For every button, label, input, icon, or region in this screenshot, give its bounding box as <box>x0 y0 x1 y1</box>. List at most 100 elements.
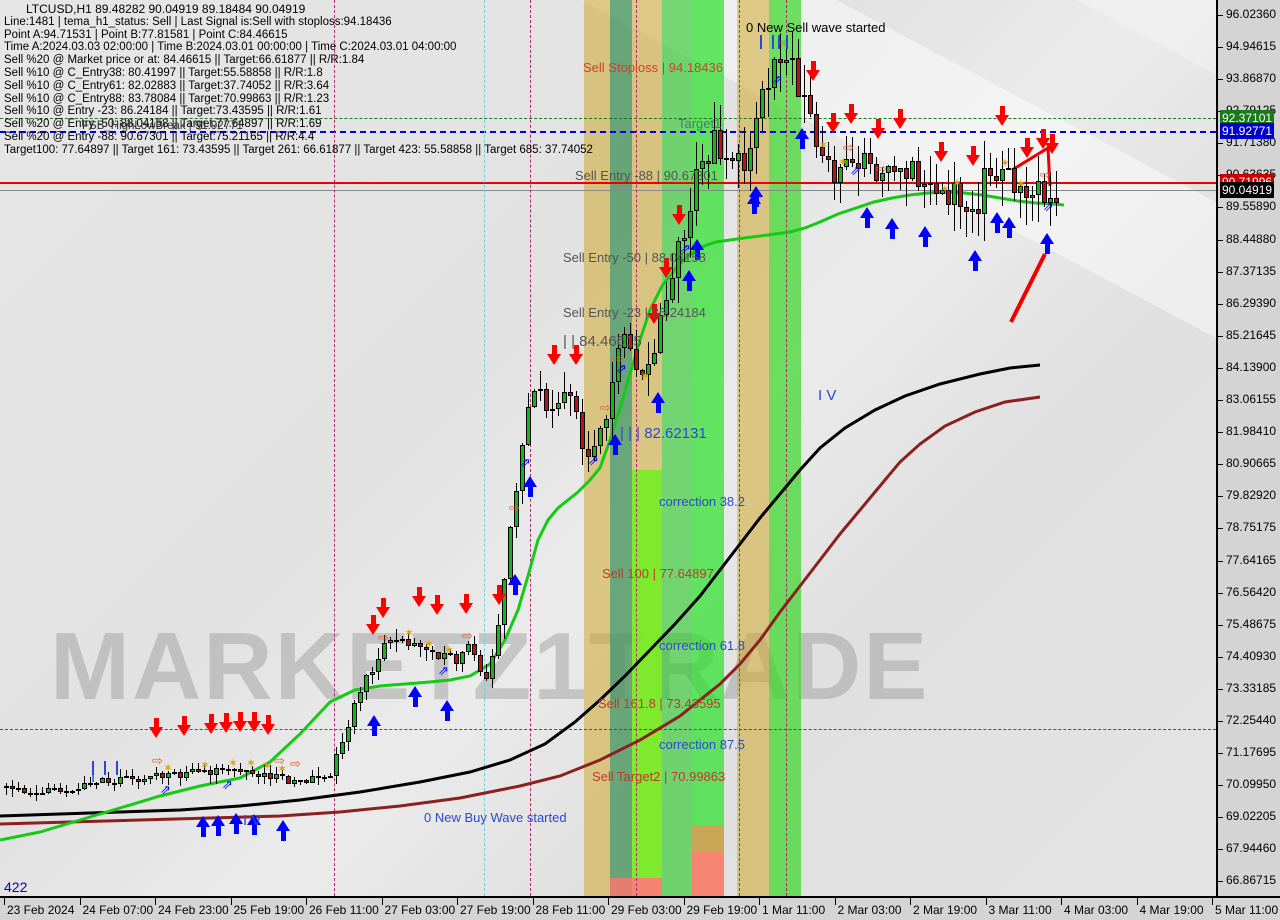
candle-body <box>322 776 327 779</box>
time-tick-label: 27 Feb 19:00 <box>460 903 531 917</box>
price-tick <box>1218 303 1223 305</box>
buy-arrow-stem <box>972 260 978 271</box>
candle-body <box>280 774 285 777</box>
candle-body <box>694 169 699 212</box>
sell-arrow-stem <box>208 713 214 724</box>
time-tick <box>608 898 609 905</box>
time-divider <box>636 0 637 896</box>
sell-arrow-icon <box>995 114 1009 126</box>
open-sell-arrow-icon: ⇨ <box>876 161 887 177</box>
time-tick-label: 23 Feb 2024 <box>7 903 75 917</box>
time-tick-label: 5 Mar 11:00 <box>1215 903 1279 917</box>
open-buy-arrow-icon: ⇗ <box>160 782 171 798</box>
candle-body <box>190 769 195 772</box>
sell-arrow-stem <box>1049 134 1055 145</box>
candle-body <box>1042 181 1047 203</box>
price-badge-target-line[interactable]: 92.37101 <box>1220 110 1275 126</box>
price-tick <box>1218 367 1223 369</box>
sell-arrow-icon <box>376 606 390 618</box>
candle-body <box>748 147 753 171</box>
info-panel: LTCUSD,H1 89.48282 90.04919 89.18484 90.… <box>4 3 593 157</box>
price-badge-highlow-break[interactable]: 91.92771 <box>1220 123 1275 139</box>
candle-wick <box>972 191 973 234</box>
candle-wick <box>138 775 139 790</box>
candle-body <box>814 113 819 147</box>
candle-wick <box>414 637 415 648</box>
time-axis[interactable]: 23 Feb 2024 24 Feb 07:00 24 Feb 23:00 25 Fe… <box>0 896 1280 920</box>
time-divider <box>786 0 787 896</box>
candle-body <box>1054 198 1059 204</box>
candle-body <box>154 773 159 776</box>
time-tick <box>910 898 911 905</box>
time-tick-label: 26 Feb 11:00 <box>309 903 379 917</box>
open-sell-arrow-icon: ⇨ <box>290 756 301 772</box>
candle-body <box>466 643 471 652</box>
info-line-centry88: Sell %10 @ C_Entry88: 83.78084 || Target… <box>4 92 330 105</box>
candle-body <box>172 771 177 774</box>
star-marker-icon: ✶ <box>246 755 257 770</box>
buy-arrow-icon <box>247 813 261 825</box>
candle-body <box>100 778 105 783</box>
sell-arrow-stem <box>416 587 422 598</box>
open-buy-arrow-icon: ⇗ <box>520 455 531 471</box>
price-tick-label: 85.21645 <box>1226 327 1277 342</box>
sell-arrow-stem <box>848 103 854 114</box>
buy-arrow-stem <box>612 445 618 456</box>
candle-wick <box>858 145 859 197</box>
candle-body <box>1036 181 1041 196</box>
sell-arrow-icon <box>149 726 163 738</box>
candle-wick <box>6 782 7 796</box>
candle-wick <box>996 158 997 189</box>
candle-body <box>208 770 213 776</box>
candle-body <box>700 161 705 169</box>
sell-arrow-stem <box>830 113 836 124</box>
sell-arrow-stem <box>810 60 816 71</box>
candle-body <box>808 94 813 114</box>
highlow-break-label: FSB_HighLowBreak | 91.92771 <box>82 120 243 132</box>
buy-arrow-icon <box>885 218 899 230</box>
sell-arrow-icon <box>247 721 261 733</box>
candle-body <box>1018 185 1023 194</box>
candle-body <box>730 157 735 161</box>
buy-arrow-stem <box>1006 227 1012 238</box>
star-marker-icon: ✶ <box>818 137 829 152</box>
candle-body <box>142 779 147 783</box>
candle-body <box>376 659 381 673</box>
candle-body <box>310 775 315 783</box>
candle-wick <box>846 136 847 170</box>
chart-plot-area[interactable]: MARKETZ1TRADE <box>0 0 1216 896</box>
candle-body <box>238 769 243 773</box>
buy-arrow-icon <box>523 475 537 487</box>
annotation-sell-target2: Sell Target2 | 70.99863 <box>592 769 726 784</box>
sell-arrow-icon <box>1036 137 1050 149</box>
price-axis[interactable]: 96.0236094.9461593.8687092.7912591.71380… <box>1216 0 1280 896</box>
buy-arrow-icon <box>1040 233 1054 245</box>
candle-body <box>52 787 57 790</box>
candle-body <box>976 208 981 214</box>
buy-arrow-stem <box>371 725 377 736</box>
candle-body <box>568 392 573 396</box>
annotation-correction-38-2: correction 38.2 <box>659 494 745 509</box>
candle-wick <box>606 414 607 442</box>
price-tick-label: 77.64165 <box>1226 553 1277 568</box>
price-tick <box>1218 849 1223 851</box>
open-sell-arrow-icon: ⇨ <box>274 753 285 769</box>
candle-body <box>892 165 897 172</box>
sell-arrow-icon <box>1045 143 1059 155</box>
time-tick-label: 4 Mar 19:00 <box>1139 903 1204 917</box>
sell-arrow-icon <box>219 721 233 733</box>
open-sell-arrow-icon: ⇨ <box>152 752 163 768</box>
time-tick <box>985 898 987 905</box>
candle-body <box>766 87 771 90</box>
candle-body <box>736 152 741 161</box>
price-tick-label: 86.29390 <box>1226 295 1277 310</box>
candle-body <box>706 161 711 164</box>
wave-marker-iv: I V <box>243 812 262 829</box>
candle-wick <box>1056 171 1057 217</box>
buy-arrow-icon <box>860 207 874 219</box>
price-badge-last-price[interactable]: 90.04919 <box>1220 182 1275 198</box>
open-sell-arrow-icon: ⇨ <box>778 35 789 51</box>
candle-body <box>274 774 279 780</box>
candle-body <box>16 787 21 790</box>
candle-body <box>988 167 993 177</box>
